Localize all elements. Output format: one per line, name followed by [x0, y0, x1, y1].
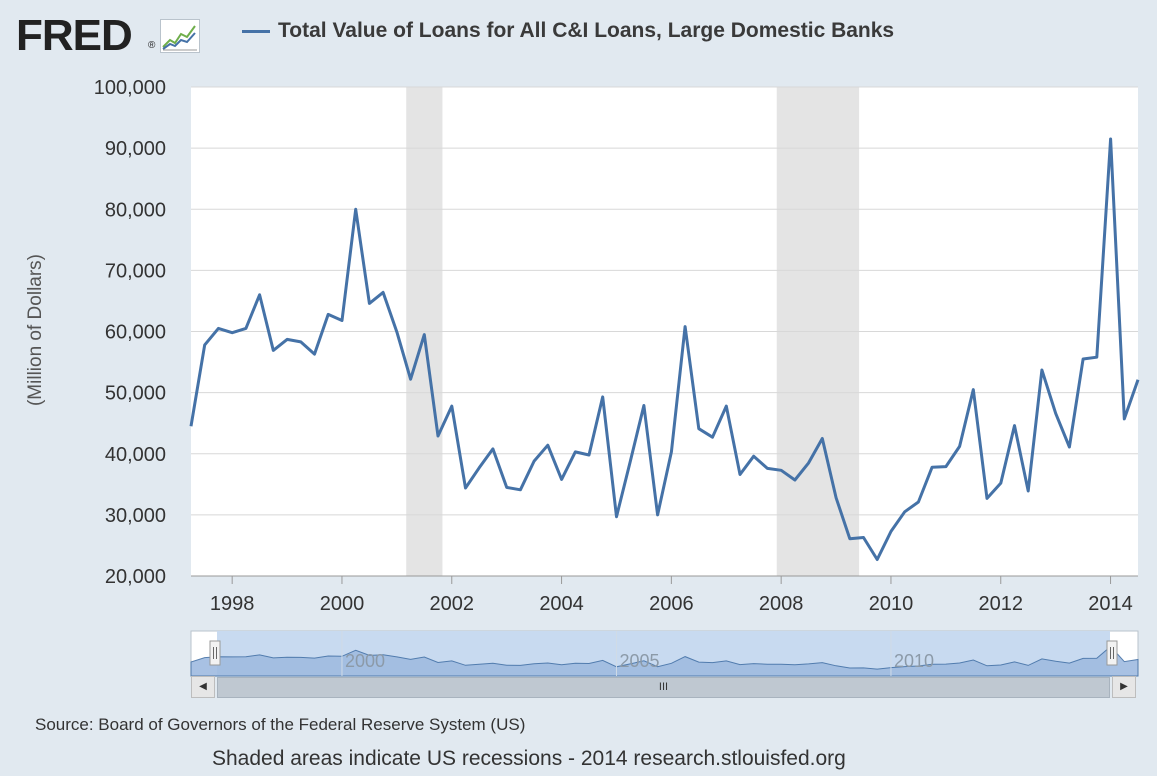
legend-swatch: [242, 30, 270, 33]
x-tick-label: 2010: [869, 593, 914, 615]
source-note: Source: Board of Governors of the Federa…: [35, 715, 526, 734]
y-tick-label: 90,000: [105, 138, 166, 160]
navigator-right-handle[interactable]: [1106, 640, 1118, 666]
x-tick-label: 2012: [979, 593, 1024, 615]
y-axis-title-text: (Million of Dollars): [25, 253, 46, 407]
y-tick-label: 40,000: [105, 444, 166, 466]
x-tick-label: 2000: [320, 593, 365, 615]
y-tick-label: 50,000: [105, 383, 166, 405]
y-tick-label: 70,000: [105, 260, 166, 282]
series-line: [189, 137, 1140, 561]
x-tick-label: 2002: [430, 593, 475, 615]
x-tick-label: 2014: [1088, 593, 1133, 615]
scrollbar-thumb[interactable]: III: [217, 677, 1110, 698]
x-tick-label: 2006: [649, 593, 694, 615]
navigator-left-handle[interactable]: [209, 640, 221, 666]
x-tick-label: 1998: [210, 593, 255, 615]
x-tick-label: 2008: [759, 593, 804, 615]
y-tick-label: 60,000: [105, 322, 166, 344]
y-tick-label: 20,000: [105, 566, 166, 588]
footer-note: Shaded areas indicate US recessions - 20…: [212, 747, 846, 770]
navigator-label: 2005: [619, 651, 659, 671]
x-tick-label: 2004: [539, 593, 584, 615]
y-tick-label: 30,000: [105, 505, 166, 527]
fred-logo-chart-icon: [160, 19, 200, 53]
chart-header: FRED ® Total Value of Loans for All C&I …: [0, 0, 1157, 62]
y-tick-label: 80,000: [105, 199, 166, 221]
legend-label: Total Value of Loans for All C&I Loans, …: [278, 19, 895, 42]
scroll-right-button[interactable]: ▶: [1112, 676, 1136, 698]
registered-mark: ®: [148, 40, 156, 51]
fred-logo[interactable]: FRED: [16, 11, 133, 60]
y-tick-label: 100,000: [94, 77, 166, 99]
scroll-left-button[interactable]: ◀: [191, 676, 215, 698]
navigator-label: 2010: [894, 651, 934, 671]
navigator-label: 2000: [345, 651, 385, 671]
